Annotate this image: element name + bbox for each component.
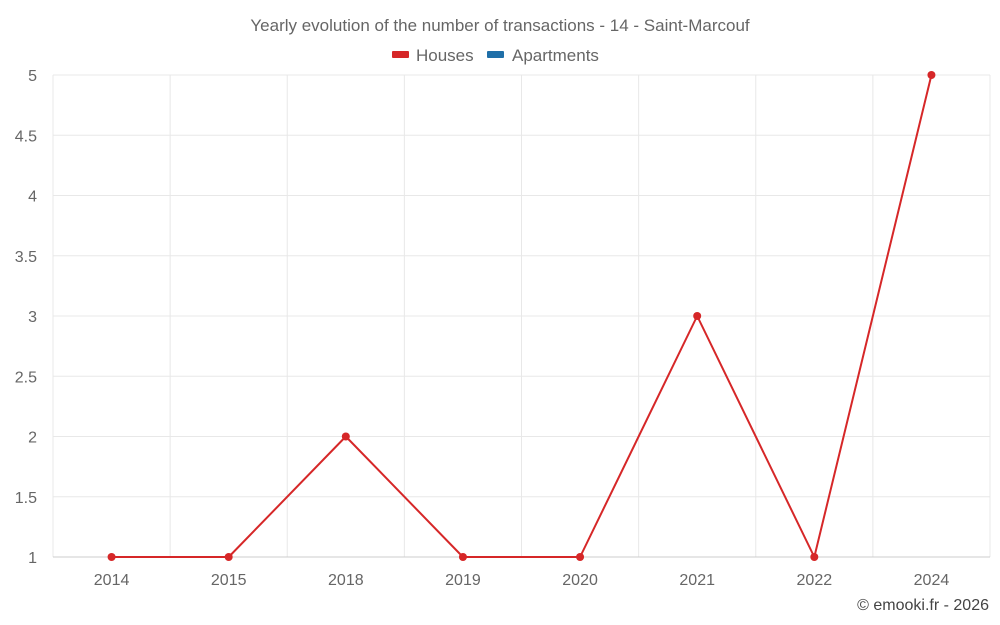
legend: Houses Apartments (392, 46, 599, 65)
legend-item-houses[interactable]: Houses (392, 46, 474, 65)
x-tick-label: 2018 (328, 572, 364, 589)
data-point[interactable] (458, 553, 467, 561)
y-tick-label: 1.5 (15, 490, 37, 507)
data-point[interactable] (927, 71, 936, 79)
x-tick-label: 2021 (679, 572, 715, 589)
legend-swatch-houses (392, 51, 409, 58)
x-tick-label: 2020 (562, 572, 598, 589)
y-tick-label: 4 (28, 189, 37, 206)
legend-item-apartments[interactable]: Apartments (487, 46, 599, 65)
y-tick-label: 3.5 (15, 249, 37, 266)
y-tick-label: 3 (28, 309, 37, 326)
legend-swatch-apartments (487, 51, 504, 58)
chart-title: Yearly evolution of the number of transa… (250, 16, 750, 35)
data-point[interactable] (341, 432, 350, 441)
y-tick-label: 5 (28, 68, 37, 85)
grid (52, 74, 991, 558)
x-axis-ticks: 2014 2015 2018 2019 2020 2021 2022 2024 (94, 572, 950, 589)
x-tick-label: 2022 (797, 572, 833, 589)
data-point[interactable] (107, 553, 116, 561)
legend-label-houses: Houses (416, 46, 474, 65)
x-tick-label: 2019 (445, 572, 481, 589)
y-tick-label: 2.5 (15, 369, 37, 386)
data-point[interactable] (810, 553, 819, 561)
data-point[interactable] (576, 553, 585, 561)
legend-label-apartments: Apartments (512, 46, 599, 65)
y-axis-ticks: 1 1.5 2 2.5 3 3.5 4 4.5 5 (15, 68, 37, 567)
y-tick-label: 1 (28, 550, 37, 567)
x-tick-label: 2015 (211, 572, 247, 589)
x-tick-label: 2024 (914, 572, 950, 589)
data-point[interactable] (224, 553, 233, 561)
x-tick-label: 2014 (94, 572, 130, 589)
data-point[interactable] (693, 312, 702, 320)
series-houses (107, 71, 936, 561)
y-tick-label: 4.5 (15, 128, 37, 145)
credit-text: © emooki.fr - 2026 (857, 597, 989, 614)
series-line (111, 74, 933, 558)
y-tick-label: 2 (28, 430, 37, 447)
